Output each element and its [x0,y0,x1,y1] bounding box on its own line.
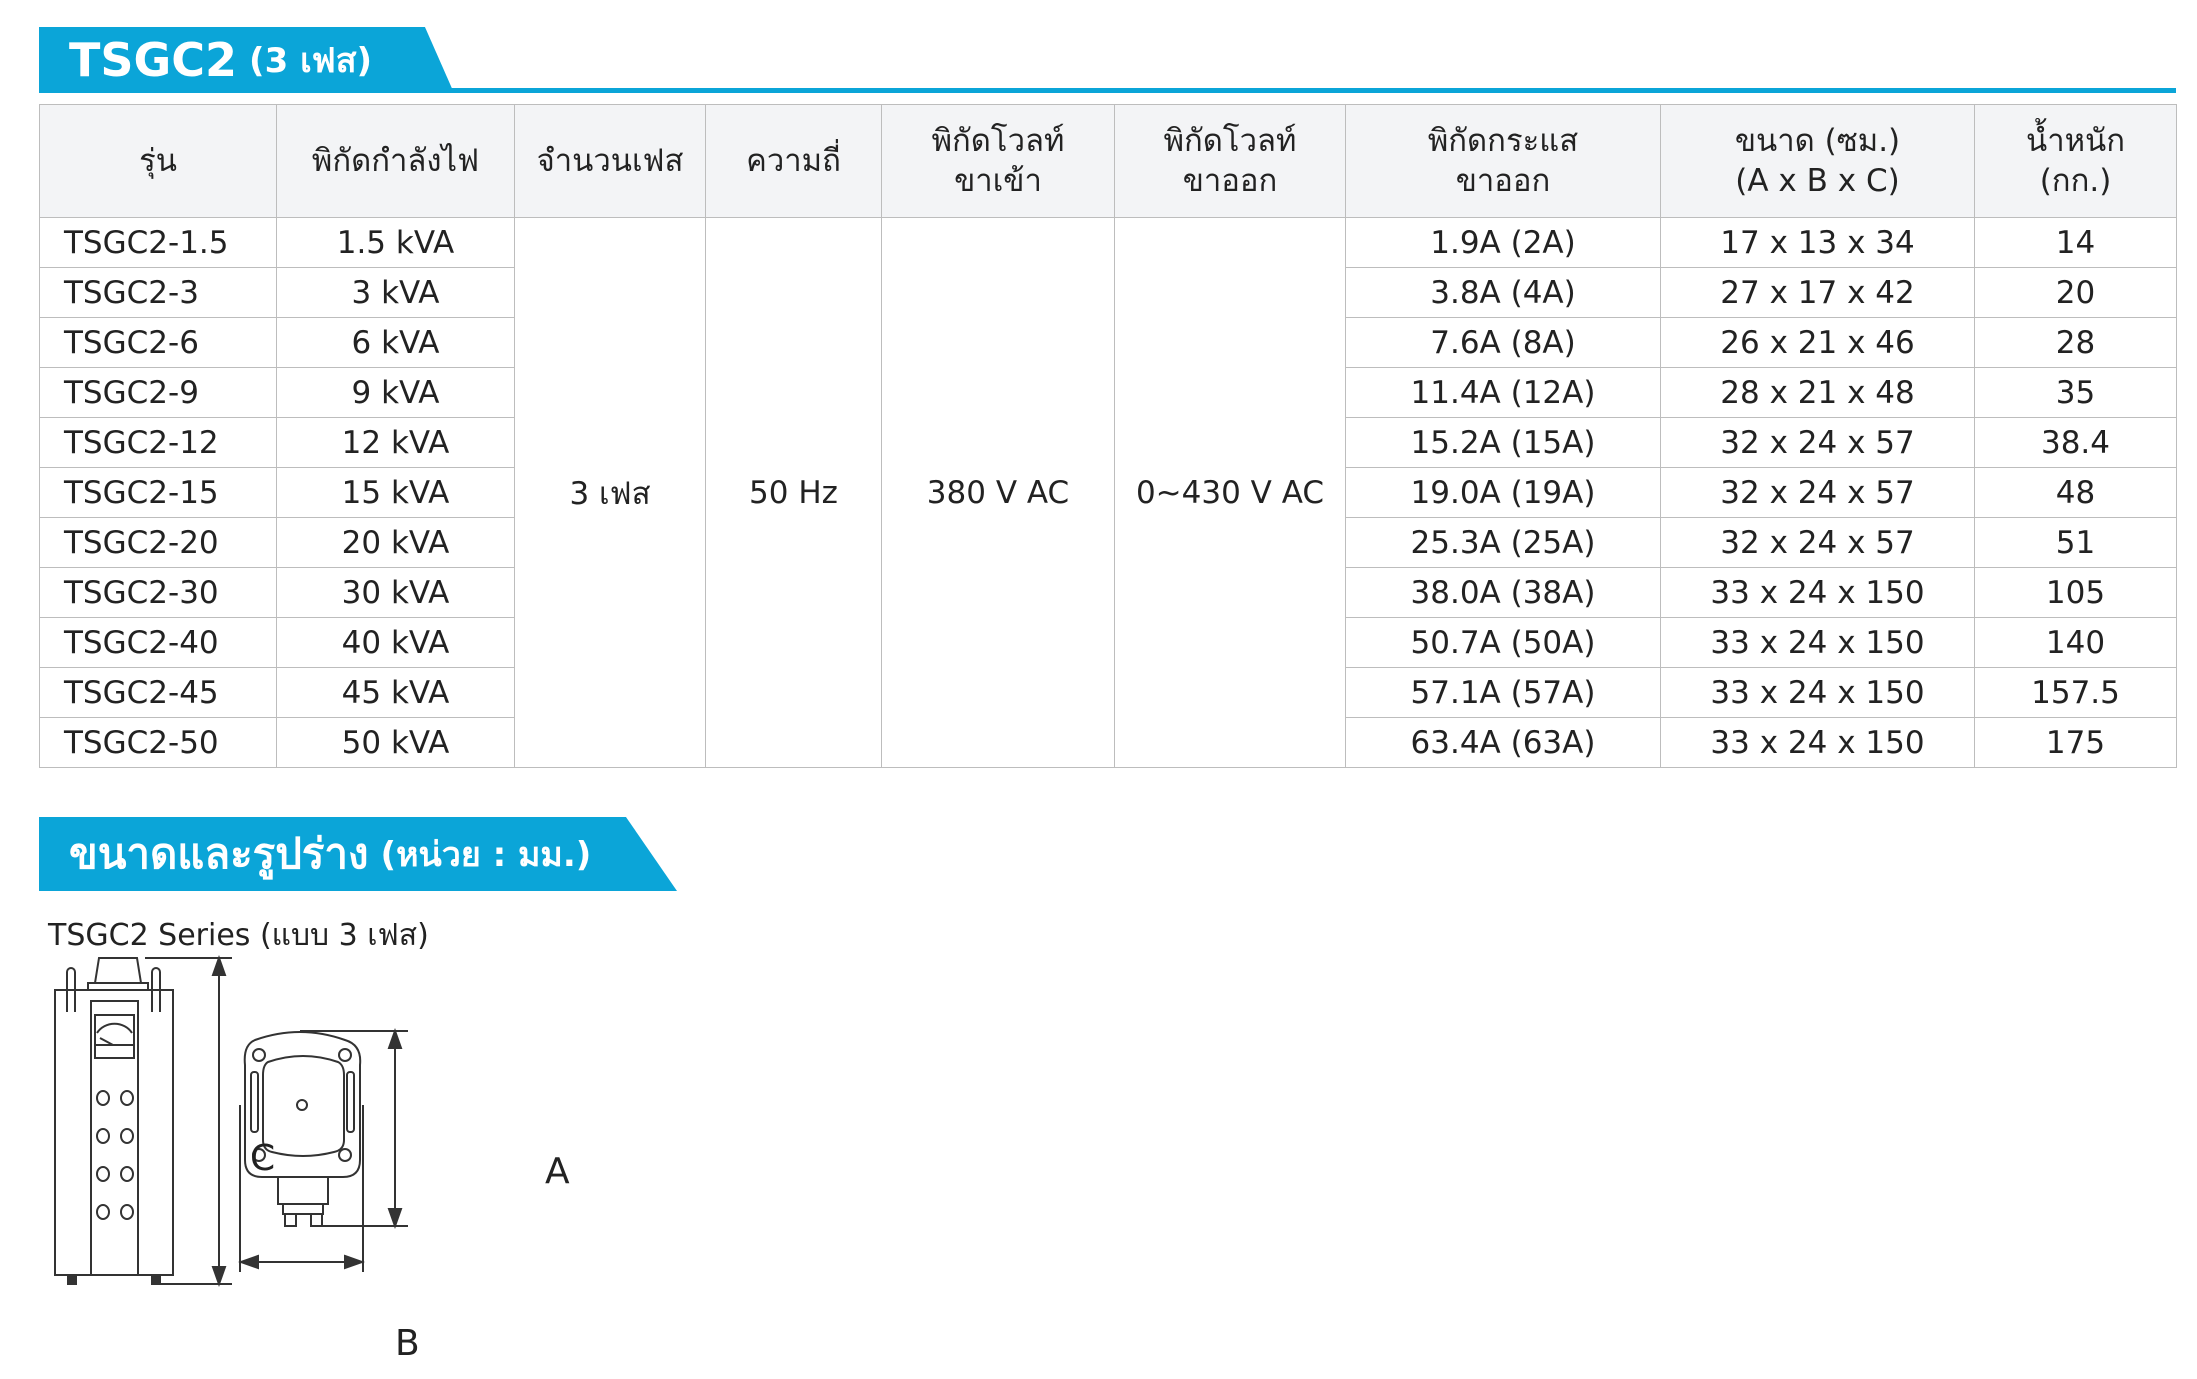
table-row: TSGC2-40 40 kVA 50.7A (50A) 33 x 24 x 150 14… [39,617,2177,668]
title-underline [39,88,2176,93]
weight-cell: 175 [1974,717,2177,768]
current-cell: 63.4A (63A) [1345,717,1661,768]
current-cell: 15.2A (15A) [1345,417,1661,468]
power-cell: 3 kVA [276,267,515,318]
current-cell: 7.6A (8A) [1345,317,1661,368]
model-cell: TSGC2-45 [39,667,277,718]
current-cell: 50.7A (50A) [1345,617,1661,668]
terminal-hole [96,1204,110,1220]
size-cell: 17 x 13 x 34 [1660,217,1975,268]
column-header: พิกัดโวลท์ ขาเข้า [881,104,1115,218]
table-row: TSGC2-9 9 kVA 11.4A (12A) 28 x 21 x 48 35 [39,367,2177,418]
model-cell: TSGC2-50 [39,717,277,768]
power-cell: 9 kVA [276,367,515,418]
frequency-cell: 50 Hz [705,217,882,768]
model-cell: TSGC2-9 [39,367,277,418]
weight-cell: 38.4 [1974,417,2177,468]
size-cell: 32 x 24 x 57 [1660,417,1975,468]
column-header: พิกัดโวลท์ ขาออก [1114,104,1346,218]
power-cell: 6 kVA [276,317,515,368]
table-row: TSGC2-1.5 1.5 kVA 3 เฟส 50 Hz 380 V AC 0~430 … [39,217,2177,768]
series-subtitle: TSGC2 Series (แบบ 3 เฟส) [48,918,429,953]
side-view-drawing [237,1027,408,1272]
column-header: จำนวนเฟส [514,104,706,218]
terminal-hole [120,1166,134,1182]
current-cell: 57.1A (57A) [1345,667,1661,718]
model-cell: TSGC2-1.5 [39,217,277,268]
weight-cell: 140 [1974,617,2177,668]
terminal-hole [120,1128,134,1144]
spec-table: รุ่น พิกัดกำลังไฟ จำนวนเฟส ความถี่ พิกัดโวลท… [39,104,2177,768]
dimension-label-b: B [395,1323,420,1364]
size-cell: 28 x 21 x 48 [1660,367,1975,418]
column-header: น้ำหนัก (กก.) [1974,104,2177,218]
model-cell: TSGC2-3 [39,267,277,318]
power-cell: 50 kVA [276,717,515,768]
power-cell: 40 kVA [276,617,515,668]
terminal-hole [120,1090,134,1106]
table-row: TSGC2-30 30 kVA 38.0A (38A) 33 x 24 x 150 10… [39,567,2177,618]
weight-cell: 105 [1974,567,2177,618]
weight-cell: 48 [1974,467,2177,518]
table-row: TSGC2-20 20 kVA 25.3A (25A) 32 x 24 x 57 51 [39,517,2177,568]
power-cell: 1.5 kVA [276,217,515,268]
power-cell: 20 kVA [276,517,515,568]
power-cell: 15 kVA [276,467,515,518]
column-header: พิกัดกำลังไฟ [276,104,515,218]
terminal-hole [96,1166,110,1182]
weight-cell: 35 [1974,367,2177,418]
model-cell: TSGC2-12 [39,417,277,468]
column-header: ขนาด (ซม.) (A x B x C) [1660,104,1975,218]
current-cell: 38.0A (38A) [1345,567,1661,618]
section-title-banner: TSGC2 (3 เฟส) [39,27,454,93]
table-row: TSGC2-12 12 kVA 15.2A (15A) 32 x 24 x 57 38.… [39,417,2177,468]
table-header-row: รุ่น พิกัดกำลังไฟ จำนวนเฟส ความถี่ พิกัดโวลท… [39,104,2177,218]
dimensions-unit: (หน่วย : มม.) [380,835,592,875]
size-cell: 27 x 17 x 42 [1660,267,1975,318]
terminal-hole [120,1204,134,1220]
current-cell: 19.0A (19A) [1345,467,1661,518]
power-cell: 30 kVA [276,567,515,618]
weight-cell: 14 [1974,217,2177,268]
title-main: TSGC2 [69,33,238,87]
power-cell: 12 kVA [276,417,515,468]
model-cell: TSGC2-40 [39,617,277,668]
dimensions-title: ขนาดและรูปร่าง [69,829,369,878]
table-row: TSGC2-45 45 kVA 57.1A (57A) 33 x 24 x 150 15… [39,667,2177,718]
terminal-hole [96,1090,110,1106]
input-voltage-cell: 380 V AC [881,217,1115,768]
front-view-drawing [54,954,232,1288]
dimensions-banner: ขนาดและรูปร่าง (หน่วย : มม.) [39,817,677,891]
size-cell: 26 x 21 x 46 [1660,317,1975,368]
table-row: TSGC2-3 3 kVA 3.8A (4A) 27 x 17 x 42 20 [39,267,2177,318]
weight-cell: 51 [1974,517,2177,568]
size-cell: 33 x 24 x 150 [1660,717,1975,768]
size-cell: 33 x 24 x 150 [1660,667,1975,718]
title-sub: (3 เฟส) [249,41,373,81]
size-cell: 32 x 24 x 57 [1660,517,1975,568]
weight-cell: 28 [1974,317,2177,368]
column-header: ความถี่ [705,104,882,218]
column-header: รุ่น [39,104,277,218]
table-row: TSGC2-50 50 kVA 63.4A (63A) 33 x 24 x 150 17… [39,717,2177,768]
dimension-label-a: A [545,1151,570,1192]
column-header: พิกัดกระแส ขาออก [1345,104,1661,218]
size-cell: 33 x 24 x 150 [1660,567,1975,618]
size-cell: 33 x 24 x 150 [1660,617,1975,668]
model-cell: TSGC2-20 [39,517,277,568]
current-cell: 1.9A (2A) [1345,217,1661,268]
current-cell: 3.8A (4A) [1345,267,1661,318]
terminal-hole [96,1128,110,1144]
dimension-label-c: C [250,1138,275,1179]
table-row: TSGC2-6 6 kVA 7.6A (8A) 26 x 21 x 46 28 [39,317,2177,368]
